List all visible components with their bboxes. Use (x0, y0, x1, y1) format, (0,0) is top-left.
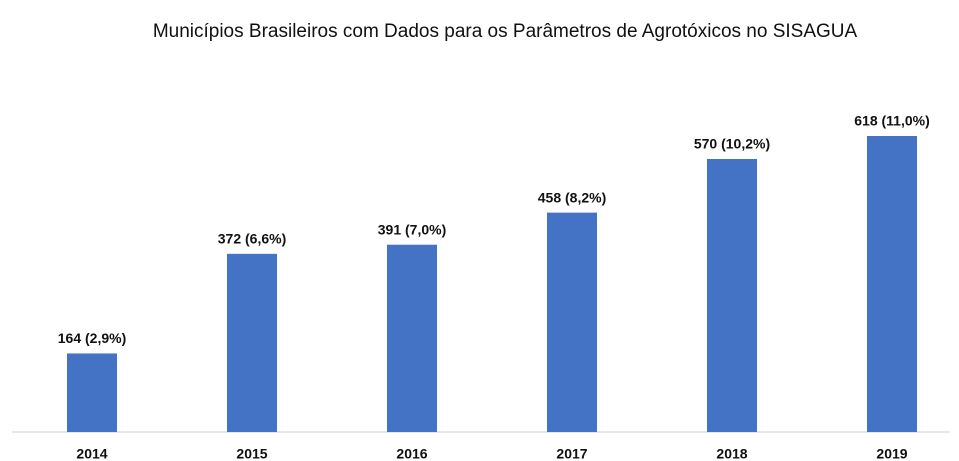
bar (707, 158, 757, 432)
bar (227, 253, 277, 432)
x-tick-label: 2016 (396, 446, 427, 461)
data-label: 391 (7,0%) (378, 221, 446, 237)
x-tick-label: 2018 (716, 446, 747, 461)
x-tick-label: 2017 (556, 446, 587, 461)
data-label: 372 (6,6%) (218, 231, 286, 247)
chart-title: Municípios Brasileiros com Dados para os… (153, 21, 858, 42)
data-label: 618 (11,0%) (854, 113, 930, 129)
bar (387, 244, 437, 432)
bar (547, 212, 597, 432)
x-tick-label: 2014 (76, 446, 107, 461)
bar (867, 136, 917, 432)
x-tick-label: 2019 (876, 446, 907, 461)
data-label: 164 (2,9%) (58, 330, 126, 346)
bar (67, 353, 117, 432)
x-tick-label: 2015 (236, 446, 267, 461)
data-label: 570 (10,2%) (694, 136, 770, 152)
data-label: 458 (8,2%) (538, 189, 606, 205)
